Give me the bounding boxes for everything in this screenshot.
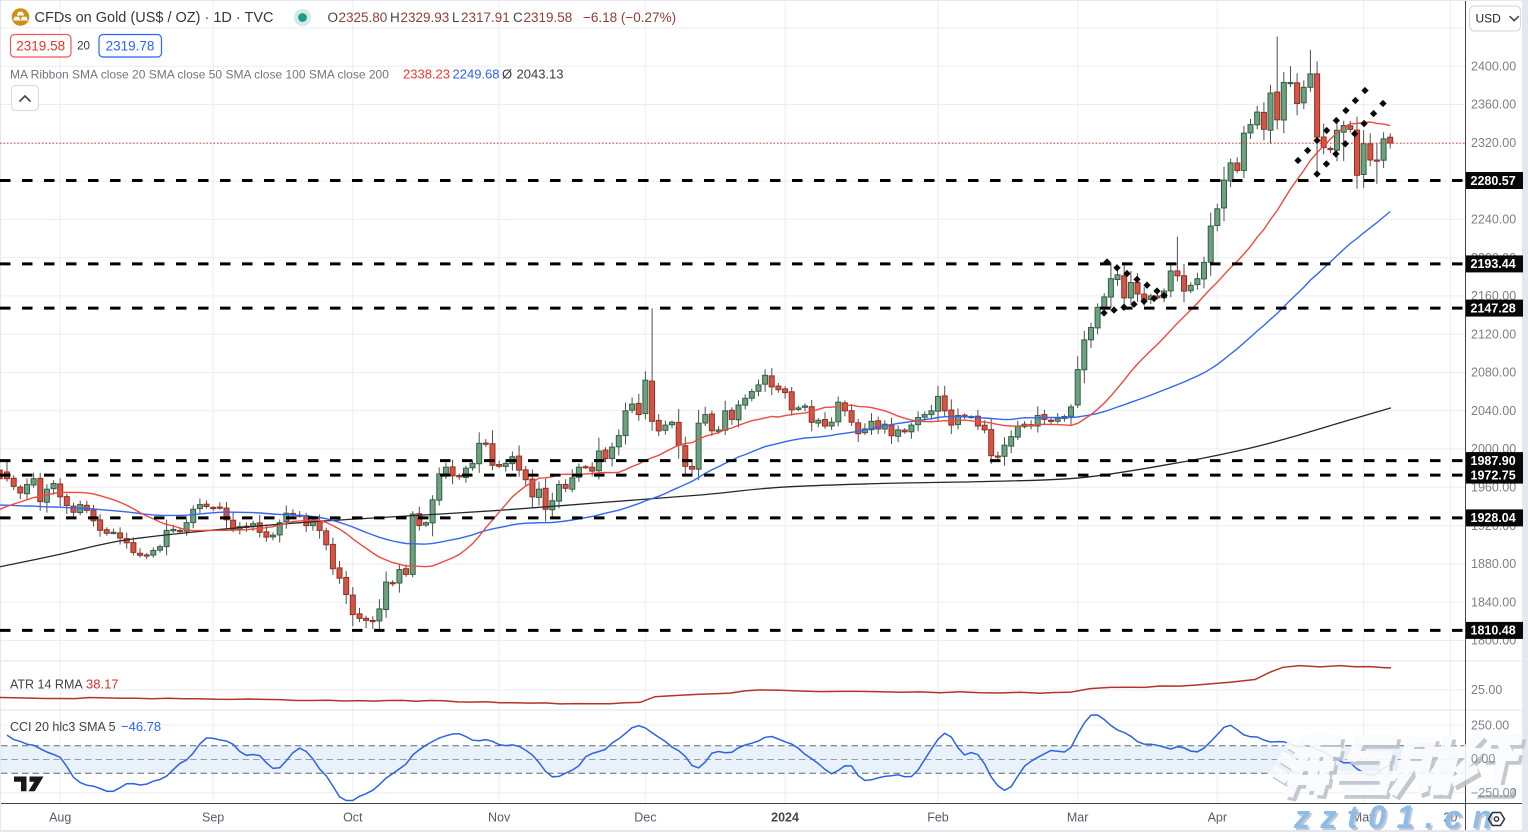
svg-text:−46.78: −46.78 <box>121 719 161 734</box>
svg-text:USD: USD <box>1476 12 1502 26</box>
svg-text:20: 20 <box>1443 811 1457 825</box>
svg-text:2325.80: 2325.80 <box>339 10 388 25</box>
svg-text:2317.91: 2317.91 <box>461 10 510 25</box>
svg-text:CFDs on Gold (US$ / OZ) · 1D ·: CFDs on Gold (US$ / OZ) · 1D · TVC <box>35 10 274 26</box>
svg-text:Feb: Feb <box>927 811 949 825</box>
svg-text:ATR 14 RMA: ATR 14 RMA <box>10 678 83 692</box>
svg-text:2360.00: 2360.00 <box>1471 98 1516 112</box>
svg-text:−250.00: −250.00 <box>1471 786 1517 800</box>
svg-text:Dec: Dec <box>634 811 656 825</box>
svg-text:2249.68: 2249.68 <box>453 66 500 81</box>
svg-text:May: May <box>1352 811 1376 825</box>
svg-text:1840.00: 1840.00 <box>1471 595 1516 609</box>
svg-text:2040.00: 2040.00 <box>1471 404 1516 418</box>
svg-text:Ø: Ø <box>502 66 512 81</box>
svg-text:2400.00: 2400.00 <box>1471 59 1516 73</box>
svg-text:2147.28: 2147.28 <box>1471 301 1516 315</box>
svg-text:H: H <box>390 10 400 25</box>
svg-text:1960.00: 1960.00 <box>1471 481 1516 495</box>
svg-text:Apr: Apr <box>1208 811 1227 825</box>
svg-text:zzt01.cn: zzt01.cn <box>1295 801 1504 832</box>
svg-text:zzt01.cn: zzt01.cn <box>1293 799 1502 832</box>
svg-text:2080.00: 2080.00 <box>1471 366 1516 380</box>
svg-text:1987.90: 1987.90 <box>1471 454 1516 468</box>
svg-text:25.00: 25.00 <box>1471 683 1502 697</box>
svg-text:250.00: 250.00 <box>1471 718 1509 732</box>
svg-text:2024: 2024 <box>771 811 799 825</box>
svg-text:2280.57: 2280.57 <box>1471 174 1516 188</box>
svg-text:CCI 20 hlc3 SMA 5: CCI 20 hlc3 SMA 5 <box>10 720 116 734</box>
svg-text:2240.00: 2240.00 <box>1471 213 1516 227</box>
svg-text:0.00: 0.00 <box>1471 752 1495 766</box>
svg-text:38.17: 38.17 <box>86 677 119 692</box>
svg-text:Aug: Aug <box>49 811 71 825</box>
svg-text:Mar: Mar <box>1067 811 1089 825</box>
svg-text:Nov: Nov <box>488 811 511 825</box>
svg-text:2320.00: 2320.00 <box>1471 136 1516 150</box>
svg-text:L: L <box>452 10 460 25</box>
svg-text:20: 20 <box>77 41 90 53</box>
svg-text:2319.58: 2319.58 <box>16 38 65 53</box>
svg-text:1810.48: 1810.48 <box>1471 624 1516 638</box>
svg-text:O: O <box>328 10 339 25</box>
svg-text:2193.44: 2193.44 <box>1471 257 1516 271</box>
svg-text:MA Ribbon SMA close 20 SMA clo: MA Ribbon SMA close 20 SMA close 50 SMA … <box>10 67 389 81</box>
svg-text:−6.18 (−0.27%): −6.18 (−0.27%) <box>583 10 676 25</box>
svg-text:2338.23: 2338.23 <box>403 66 450 81</box>
svg-text:1972.75: 1972.75 <box>1471 468 1516 482</box>
svg-text:Sep: Sep <box>202 811 224 825</box>
svg-text:2319.58: 2319.58 <box>524 10 573 25</box>
svg-text:1880.00: 1880.00 <box>1471 557 1516 571</box>
svg-text:2319.78: 2319.78 <box>106 38 155 53</box>
svg-text:1928.04: 1928.04 <box>1471 511 1516 525</box>
svg-text:C: C <box>513 10 523 25</box>
svg-text:Oct: Oct <box>343 811 363 825</box>
svg-text:2329.93: 2329.93 <box>401 10 450 25</box>
svg-text:2120.00: 2120.00 <box>1471 327 1516 341</box>
svg-text:2043.13: 2043.13 <box>517 66 564 81</box>
